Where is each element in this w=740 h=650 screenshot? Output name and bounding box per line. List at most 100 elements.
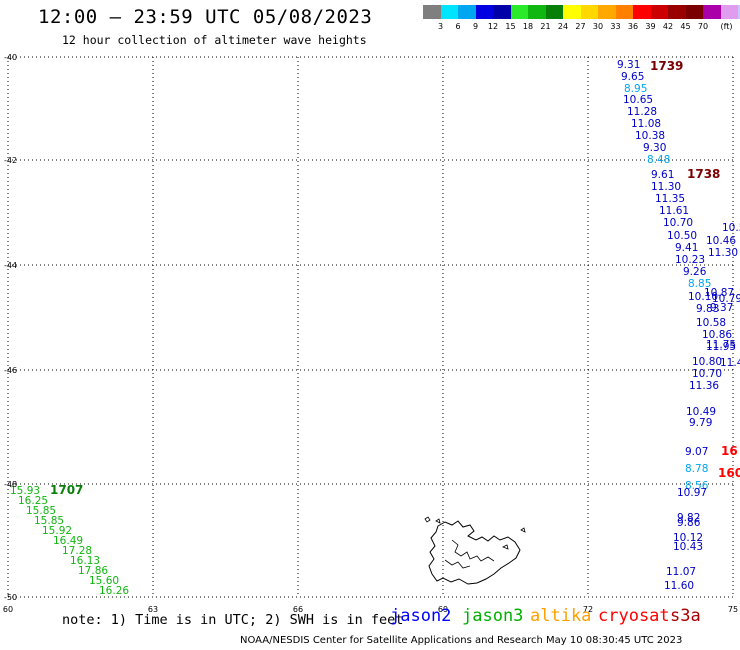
kerguelen-island-outline xyxy=(424,516,526,585)
wave-height-reading: 9.07 xyxy=(685,446,708,458)
wave-height-reading: 10.79 xyxy=(712,293,740,305)
pass-time-label: 1707 xyxy=(50,483,83,497)
wave-height-reading: 8.95 xyxy=(624,83,647,95)
wave-height-reading: 16.49 xyxy=(53,535,83,547)
wave-height-reading: 11.07 xyxy=(666,566,696,578)
wave-height-reading: 10.97 xyxy=(677,487,707,499)
legend-label: 24 xyxy=(557,22,569,31)
legend-label: 27 xyxy=(575,22,586,31)
pass-time-label: 1738 xyxy=(687,167,720,181)
wave-height-reading: 15.85 xyxy=(26,505,56,517)
wave-height-reading: 10.23 xyxy=(675,254,705,266)
legend-label: (ft) xyxy=(720,22,733,31)
wave-height-reading: 15.85 xyxy=(34,515,64,527)
wave-height-reading: 10.80 xyxy=(692,356,722,368)
wave-height-reading: 9.83 xyxy=(696,303,719,315)
legend-label: 6 xyxy=(455,22,461,31)
wave-height-reading: 8.85 xyxy=(688,278,711,290)
legend-label: 21 xyxy=(540,22,551,31)
map-grid xyxy=(7,56,734,598)
legend-label: 39 xyxy=(645,22,656,31)
wave-height-readings: 9.319.658.9510.6511.2811.0810.389.308.48… xyxy=(10,59,740,597)
chart-subtitle: 12 hour collection of altimeter wave hei… xyxy=(62,33,367,47)
wave-height-reading: 9.30 xyxy=(643,142,666,154)
satellite-jason2-label: jason2 xyxy=(390,606,452,626)
wave-height-reading: 8.48 xyxy=(647,154,670,166)
legend-label: 70 xyxy=(697,22,709,31)
wave-height-reading: 10.70 xyxy=(692,368,722,380)
legend-swatch-4 xyxy=(493,5,511,19)
wave-height-reading: 10.87 xyxy=(704,287,734,299)
legend-swatch-8 xyxy=(563,5,581,19)
wave-height-reading: 11.75 xyxy=(706,339,736,351)
wave-height-reading: 10.12 xyxy=(673,532,703,544)
wave-height-reading: 8.56 xyxy=(685,480,709,492)
units-note: note: 1) Time is in UTC; 2) SWH is in fe… xyxy=(62,612,404,628)
legend-label: 36 xyxy=(627,22,639,31)
chart-title: 12:00 — 23:59 UTC 05/08/2023 xyxy=(38,6,373,28)
latitude-label: -42 xyxy=(4,156,17,165)
legend-swatch-6 xyxy=(528,5,546,19)
longitude-label: 69 xyxy=(438,605,448,614)
wave-height-reading: 16.13 xyxy=(70,555,100,567)
legend-swatch-14 xyxy=(668,5,686,19)
wave-height-reading: 9.79 xyxy=(689,417,712,429)
legend-swatch-5 xyxy=(510,5,528,19)
legend-label: 15 xyxy=(505,22,516,31)
wave-height-reading: 11.60 xyxy=(664,580,694,592)
footer-credit: NOAA/NESDIS Center for Satellite Applica… xyxy=(240,635,683,646)
wave-height-reading: 11.48 xyxy=(720,357,740,369)
longitude-label: 63 xyxy=(148,605,158,614)
legend-label: 33 xyxy=(610,22,621,31)
longitude-label: 72 xyxy=(583,605,593,614)
wave-height-reading: 8.78 xyxy=(685,463,708,475)
legend-label: 18 xyxy=(522,22,534,31)
wave-height-reading: 9.65 xyxy=(621,71,644,83)
legend-label: 12 xyxy=(487,22,499,31)
wave-height-reading: 10.38 xyxy=(635,130,665,142)
wave-height-reading: 15.60 xyxy=(89,575,119,587)
longitude-label: 66 xyxy=(293,605,303,614)
wave-height-reading: 11.61 xyxy=(659,205,689,217)
wave-height-reading: 10.50 xyxy=(667,230,697,242)
wave-height-reading: 9.61 xyxy=(651,169,674,181)
satellite-s3a-label: s3a xyxy=(670,606,701,626)
wave-height-reading: 15.92 xyxy=(42,525,72,537)
wave-height-reading: 10.46 xyxy=(706,235,736,247)
wave-height-reading: 9.26 xyxy=(683,266,707,278)
legend-swatch-9 xyxy=(580,5,598,19)
longitude-label: 75 xyxy=(728,605,738,614)
legend-label: 3 xyxy=(437,22,444,31)
legend-swatch-17 xyxy=(720,5,738,19)
legend-swatch-2 xyxy=(458,5,476,19)
legend-label: 45 xyxy=(680,22,691,31)
pass-time-label: 1739 xyxy=(650,59,683,73)
wave-height-reading: 11.95 xyxy=(706,341,736,353)
wave-height-reading: 11.30 xyxy=(651,181,681,193)
wave-height-reading: 10.10 xyxy=(688,291,718,303)
legend-label: 30 xyxy=(592,22,604,31)
wave-height-reading: 9.86 xyxy=(677,517,701,529)
latitude-label: -48 xyxy=(4,480,17,489)
wave-height-reading: 11.35 xyxy=(655,193,685,205)
legend-swatch-10 xyxy=(598,5,616,19)
pass-time-label: 160 xyxy=(718,466,740,480)
latitude-label: -44 xyxy=(4,261,17,270)
legend-swatch-13 xyxy=(650,5,668,19)
longitude-labels: 60 63 66 69 72 75 xyxy=(3,605,738,614)
satellite-cryosat-label: cryosat xyxy=(598,606,670,626)
satellite-altika-label: altika xyxy=(530,606,592,626)
wave-height-reading: 10.86 xyxy=(702,329,732,341)
wave-height-reading: 11.30 xyxy=(708,247,738,259)
wave-height-reading: 10.70 xyxy=(663,217,693,229)
wave-height-reading: 11.28 xyxy=(627,106,657,118)
legend-swatch-11 xyxy=(615,5,633,19)
latitude-label: -50 xyxy=(4,593,17,602)
wave-height-reading: 17.86 xyxy=(78,565,108,577)
wave-height-reading: 10.56 xyxy=(722,222,740,234)
legend-swatch-0 xyxy=(423,5,441,19)
color-scale-legend xyxy=(423,5,740,19)
wave-height-reading: 11.08 xyxy=(631,118,661,130)
legend-swatch-15 xyxy=(685,5,703,19)
